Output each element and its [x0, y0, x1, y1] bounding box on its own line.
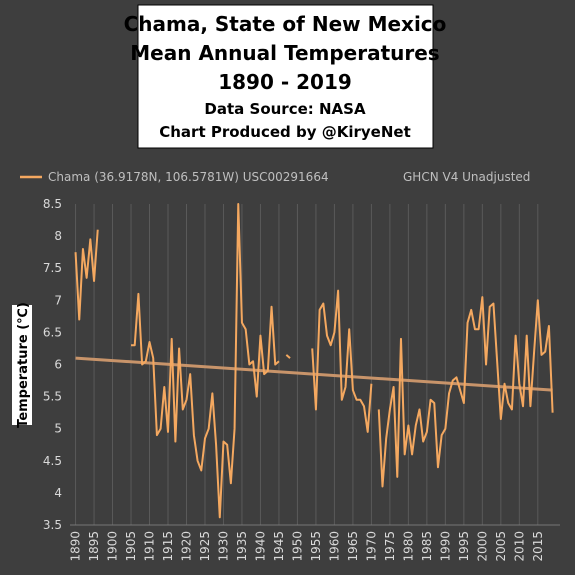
x-tick-label: 1935	[235, 531, 249, 562]
x-tick-label: 1995	[457, 531, 471, 562]
x-tick-label: 2005	[494, 531, 508, 562]
x-tick-label: 1900	[106, 531, 120, 562]
data-line	[377, 296, 554, 488]
chart-subtitle: Chart Produced by @KiryeNet	[159, 123, 410, 141]
chart-title: Mean Annual Temperatures	[130, 41, 439, 65]
data-line	[285, 354, 291, 359]
x-tick-label: 1920	[179, 531, 193, 562]
x-tick-label: 2010	[512, 531, 526, 562]
chart-subtitle: Data Source: NASA	[204, 100, 366, 118]
y-tick-label: 4	[54, 486, 62, 500]
y-tick-label: 4.5	[43, 454, 62, 468]
chart-title: Chama, State of New Mexico	[124, 12, 447, 36]
data-line	[311, 289, 373, 433]
x-tick-label: 2015	[531, 531, 545, 562]
x-tick-label: 1905	[124, 531, 138, 562]
x-tick-label: 1960	[327, 531, 341, 562]
x-tick-label: 1975	[383, 531, 397, 562]
y-axis-label: Temperature (℃)	[16, 302, 31, 428]
y-tick-label: 6.5	[43, 325, 62, 339]
x-tick-label: 1925	[198, 531, 212, 562]
x-tick-label: 1970	[364, 531, 378, 562]
title-box	[137, 4, 434, 149]
x-tick-label: 2000	[475, 531, 489, 562]
y-tick-label: 7.5	[43, 261, 62, 275]
y-tick-label: 5	[54, 422, 62, 436]
y-label-box	[12, 305, 32, 425]
y-tick-label: 5.5	[43, 390, 62, 404]
x-tick-label: 1980	[401, 531, 415, 562]
x-tick-label: 1910	[143, 531, 157, 562]
x-tick-label: 1965	[346, 531, 360, 562]
x-tick-label: 1940	[253, 531, 267, 562]
annotation: GHCN V4 Unadjusted	[403, 170, 530, 184]
y-tick-label: 3.5	[43, 518, 62, 532]
y-tick-label: 7	[54, 293, 62, 307]
y-axis-label-group: Temperature (℃)	[12, 302, 32, 428]
x-tick-label: 1930	[216, 531, 230, 562]
x-tick-label: 1945	[272, 531, 286, 562]
y-tick-label: 6	[54, 358, 62, 372]
x-tick-label: 1890	[69, 531, 83, 562]
data-line	[74, 229, 99, 321]
x-tick-label: 1950	[290, 531, 304, 562]
legend-label: Chama (36.9178N, 106.5781W) USC00291664	[48, 170, 329, 184]
y-tick-label: 8.5	[43, 197, 62, 211]
data-line	[131, 203, 280, 519]
chart-title: 1890 - 2019	[218, 70, 352, 94]
y-tick-label: 8	[54, 229, 62, 243]
x-tick-label: 1955	[309, 531, 323, 562]
x-tick-label: 1915	[161, 531, 175, 562]
x-tick-label: 1985	[420, 531, 434, 562]
x-tick-label: 1990	[438, 531, 452, 562]
x-tick-label: 1895	[87, 531, 101, 562]
